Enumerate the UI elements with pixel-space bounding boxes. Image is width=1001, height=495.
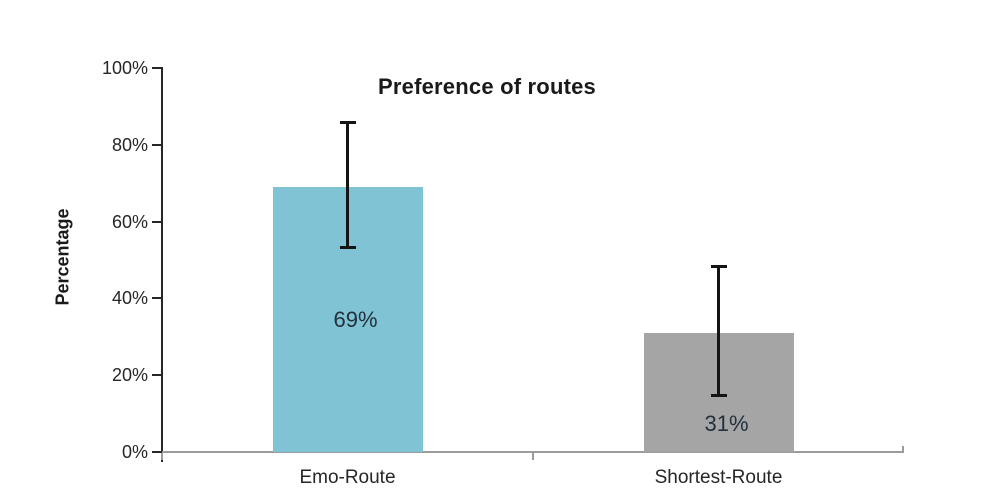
x-axis-tick [532,453,534,460]
error-bar-line [717,265,720,397]
y-tick-label: 80% [111,134,148,155]
category-label: Shortest-Route [654,467,783,488]
x-axis-end-tick [902,446,904,452]
chart-title: Preference of routes [378,74,596,99]
error-bar-line [346,121,349,249]
error-bar-cap-bottom [339,246,356,250]
category-label: Emo-Route [299,467,396,488]
y-tick-label: 60% [111,211,148,232]
y-tick-label: 40% [111,288,148,309]
x-axis-tick [161,453,163,460]
y-axis-tick [152,220,162,223]
bar-value-label: 69% [333,306,378,332]
y-tick-label: 0% [121,442,148,462]
x-axis-line [162,451,904,453]
y-tick-label: 20% [111,365,148,386]
error-bar-cap-top [710,264,727,268]
y-axis-tick [152,451,162,453]
y-axis-line [161,67,163,462]
bar-value-label: 31% [704,410,749,436]
y-axis-tick [152,143,162,146]
y-tick-label: 100% [101,58,148,78]
y-axis-tick [152,297,162,300]
y-axis-tick [152,67,162,69]
y-axis-tick [152,374,162,377]
error-bar-cap-top [339,120,356,124]
error-bar-cap-bottom [710,394,727,398]
